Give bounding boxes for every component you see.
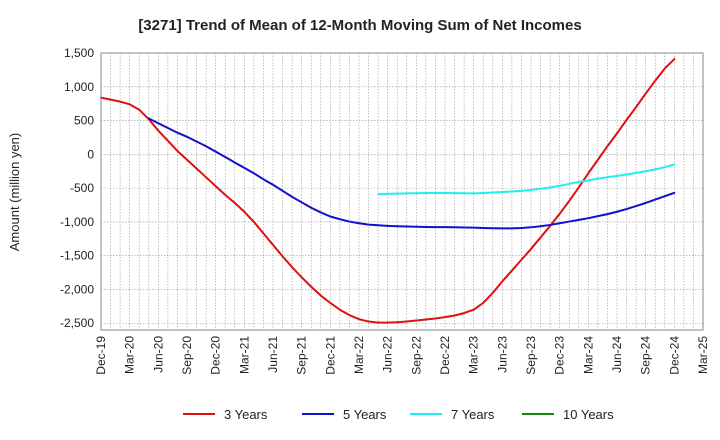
x-tick-label: Dec-20	[209, 336, 223, 375]
y-tick-label: -2,500	[60, 316, 94, 330]
y-tick-label: -1,000	[60, 215, 94, 229]
y-axis-ticks: 1,500 1,000 500 0 -500 -1,000 -1,500 -2,000 -2,5…	[60, 46, 94, 330]
x-tick-label: Dec-21	[323, 336, 337, 375]
plot-area	[101, 53, 703, 330]
legend-label: 3 Years	[224, 407, 268, 422]
y-tick-label: 0	[87, 147, 94, 161]
chart-title: [3271] Trend of Mean of 12-Month Moving …	[138, 17, 581, 34]
x-tick-label: Mar-25	[696, 336, 710, 374]
legend-label: 5 Years	[343, 407, 387, 422]
legend-item: 7 Years	[410, 407, 495, 422]
plot-frame	[100, 52, 704, 331]
x-tick-label: Mar-24	[581, 336, 595, 374]
y-tick-label: 500	[74, 114, 94, 128]
x-tick-label: Mar-20	[123, 336, 137, 374]
x-tick-label: Mar-22	[352, 336, 366, 374]
x-axis-ticks: Dec-19 Mar-20 Jun-20 Sep-20 Dec-20 Mar-21 Jun-…	[94, 336, 710, 375]
y-tick-label: 1,000	[64, 80, 94, 94]
x-tick-label: Jun-22	[381, 336, 395, 373]
x-tick-label: Mar-23	[467, 336, 481, 374]
y-tick-label: -500	[70, 181, 94, 195]
y-axis-label: Amount (million yen)	[7, 133, 22, 252]
y-tick-label: -2,000	[60, 282, 94, 296]
x-tick-label: Dec-24	[667, 336, 681, 375]
legend-label: 10 Years	[563, 407, 614, 422]
legend-item: 10 Years	[522, 407, 614, 422]
x-tick-label: Jun-20	[151, 336, 165, 373]
x-tick-label: Dec-23	[553, 336, 567, 375]
legend-item: 3 Years	[183, 407, 268, 422]
series-line-5-years	[147, 117, 676, 230]
x-tick-label: Sep-20	[180, 336, 194, 375]
legend-label: 7 Years	[451, 407, 495, 422]
y-tick-label: 1,500	[64, 46, 94, 60]
y-tick-label: -1,500	[60, 249, 94, 263]
x-tick-label: Mar-21	[237, 336, 251, 374]
x-tick-label: Sep-24	[639, 336, 653, 375]
legend-item: 5 Years	[302, 407, 387, 422]
x-tick-label: Jun-21	[266, 336, 280, 373]
x-tick-label: Sep-21	[295, 336, 309, 375]
legend: 3 Years 5 Years 7 Years 10 Years	[183, 407, 614, 422]
series-layer	[100, 58, 676, 324]
x-tick-label: Dec-22	[438, 336, 452, 375]
series-line-7-years	[377, 163, 676, 196]
x-tick-label: Jun-24	[610, 336, 624, 373]
series-line-3-years	[100, 58, 676, 324]
x-tick-label: Sep-23	[524, 336, 538, 375]
x-tick-label: Sep-22	[409, 336, 423, 375]
x-tick-label: Jun-23	[495, 336, 509, 373]
x-tick-label: Dec-19	[94, 336, 108, 375]
